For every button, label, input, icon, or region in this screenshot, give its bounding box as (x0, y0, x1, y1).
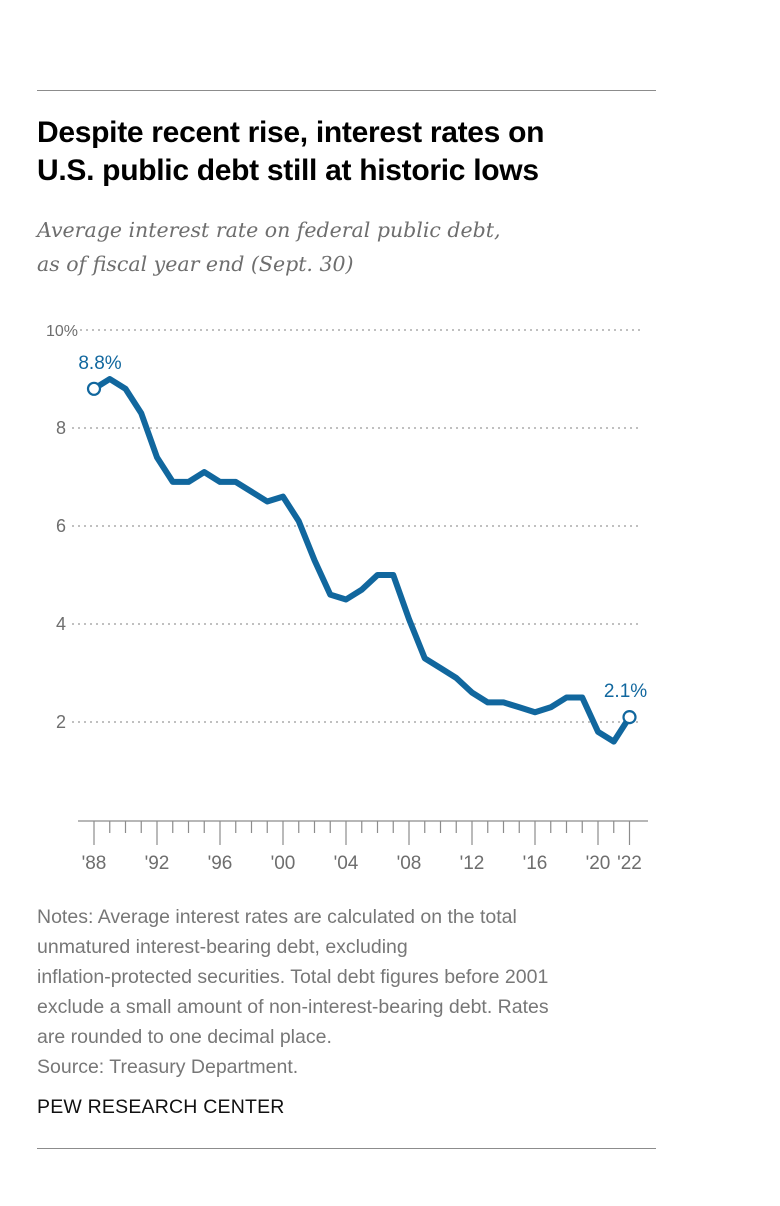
bottom-rule (37, 1148, 656, 1149)
brand-logo-text: PEW RESEARCH CENTER (37, 1096, 285, 1118)
y-tick-label: 2 (56, 712, 66, 732)
gridlines: 10% 8 6 4 2 (46, 323, 640, 732)
annotations: 8.8% 2.1% (78, 353, 647, 725)
x-tick-label: '04 (334, 853, 359, 874)
chart-notes: Notes: Average interest rates are calcul… (37, 902, 667, 1082)
notes-line: are rounded to one decimal place. (37, 1026, 332, 1048)
chart-title: Despite recent rise, interest rates on U… (37, 114, 677, 190)
chart-subtitle-line-1: Average interest rate on federal public … (37, 218, 501, 242)
x-tick-label: '96 (208, 853, 233, 874)
top-rule (37, 90, 656, 91)
source-line: Source: Treasury Department. (37, 1056, 299, 1078)
chart-subtitle: Average interest rate on federal public … (37, 213, 677, 281)
x-tick-label: '88 (82, 853, 107, 874)
y-tick-label: 10% (46, 323, 78, 340)
x-tick-label: '00 (271, 853, 296, 874)
x-tick-label: '22 (617, 853, 642, 874)
x-tick-label: '92 (145, 853, 170, 874)
x-tick-label: '16 (523, 853, 548, 874)
chart-title-line-2: U.S. public debt still at historic lows (37, 154, 539, 187)
x-tick-label: '12 (460, 853, 485, 874)
data-label: 2.1% (604, 681, 647, 702)
y-tick-label: 4 (56, 614, 66, 634)
chart-subtitle-line-2: as of fiscal year end (Sept. 30) (37, 252, 354, 276)
y-tick-label: 6 (56, 516, 66, 536)
line-chart: 10% 8 6 4 2 '88 '92 '96 '00 '04 '08 '12 '16 '20 '22 8… (46, 323, 648, 874)
chart-title-line-1: Despite recent rise, interest rates on (37, 116, 545, 149)
series (91, 376, 633, 745)
data-label: 8.8% (78, 353, 121, 374)
y-tick-label: 8 (56, 418, 66, 438)
notes-line: unmatured interest-bearing debt, excludi… (37, 936, 408, 958)
series-line (91, 376, 633, 745)
endpoint-marker (622, 710, 637, 725)
notes-line: Notes: Average interest rates are calcul… (37, 906, 517, 928)
x-tick-label: '20 (586, 853, 611, 874)
notes-line: exclude a small amount of non-interest-b… (37, 996, 549, 1018)
x-axis: '88 '92 '96 '00 '04 '08 '12 '16 '20 '22 (78, 820, 648, 874)
x-tick-label: '08 (397, 853, 422, 874)
notes-line: inflation-protected securities. Total de… (37, 966, 549, 988)
endpoint-marker (86, 381, 102, 396)
